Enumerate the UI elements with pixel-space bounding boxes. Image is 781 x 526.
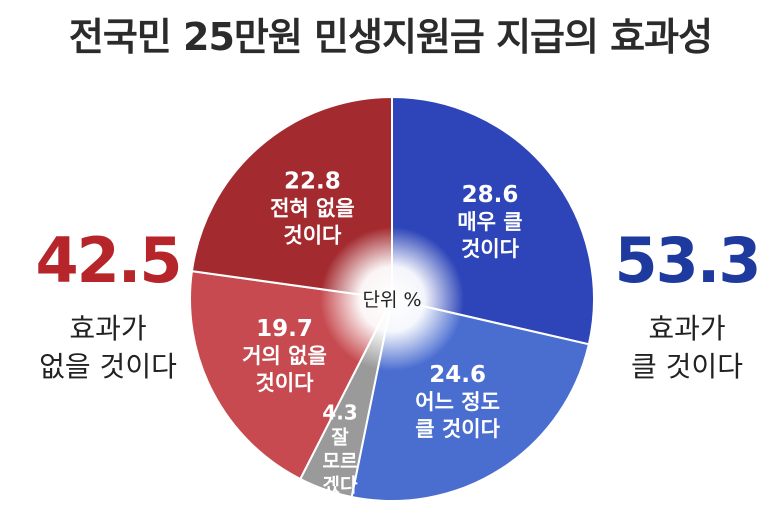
slice-value-0: 28.6 — [462, 182, 519, 208]
slice-text-3-1: 거의 없을 — [242, 344, 327, 368]
effect-caption: 효과가 클 것이다 — [592, 310, 781, 386]
center-glow — [320, 227, 464, 371]
slice-text-4-2: 것이다 — [283, 224, 342, 248]
chart-title: 전국민 25만원 민생지원금 지급의 효과성 — [68, 15, 713, 59]
effect-total: 53.3 — [614, 224, 762, 297]
no-effect-caption: 효과가 없을 것이다 — [8, 310, 208, 386]
slice-text-0-1: 매우 클 — [457, 210, 522, 234]
slice-text-4-1: 전혀 없을 — [270, 197, 355, 221]
slice-text-0-2: 것이다 — [461, 237, 520, 261]
effect-caption-line2: 클 것이다 — [631, 349, 743, 383]
no-effect-caption-line2: 없을 것이다 — [39, 349, 177, 383]
no-effect-caption-line1: 효과가 — [69, 312, 147, 345]
unit-label: 단위 % — [362, 289, 421, 311]
slice-text-2-2: 모르 — [323, 451, 358, 473]
slice-label-2: 4.3 잘 모르 겠다 — [322, 401, 358, 497]
no-effect-total: 42.5 — [35, 224, 183, 297]
slice-text-3-2: 것이다 — [256, 371, 315, 395]
slice-value-1: 24.6 — [429, 362, 486, 388]
slice-text-2-3: 겠다 — [323, 475, 358, 497]
effect-caption-line1: 효과가 — [648, 312, 726, 345]
no-effect-summary: 42.5 효과가 없을 것이다 — [8, 230, 208, 386]
effect-summary: 53.3 효과가 클 것이다 — [592, 230, 781, 386]
slice-value-4: 22.8 — [284, 169, 341, 195]
slice-value-3: 19.7 — [256, 316, 313, 342]
slice-text-1-2: 클 것이다 — [415, 417, 500, 441]
slice-text-2-1: 잘 — [331, 427, 349, 449]
slice-value-2: 4.3 — [322, 401, 357, 425]
slice-text-1-1: 어느 정도 — [415, 390, 500, 414]
